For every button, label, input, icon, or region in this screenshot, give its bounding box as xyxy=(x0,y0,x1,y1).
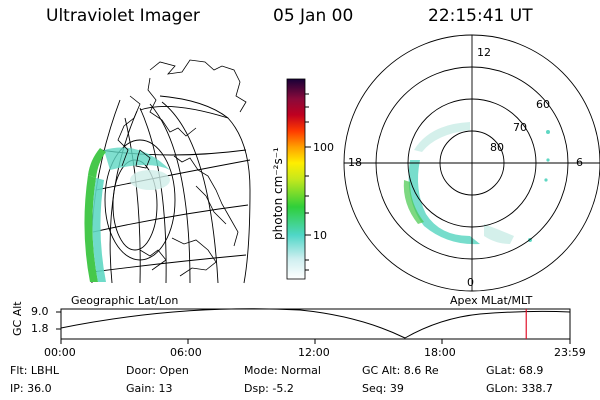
info-mode: Mode: Normal xyxy=(244,364,321,377)
apex-auroral-emission xyxy=(403,122,550,245)
globe-grid xyxy=(90,95,251,284)
mlt-label-18: 18 xyxy=(348,156,362,169)
timeline-x-tick-0000: 00:00 xyxy=(44,346,76,359)
info-dsp: Dsp: -5.2 xyxy=(244,382,294,395)
instrument-title: Ultraviolet Imager xyxy=(46,6,200,26)
colorbar-ticks xyxy=(305,93,311,271)
timeline-y-tick-9: 9.0 xyxy=(31,305,49,318)
mlat-label-70: 70 xyxy=(513,121,527,134)
apex-panel-label: Apex MLat/MLT xyxy=(450,294,533,307)
info-door: Door: Open xyxy=(126,364,189,377)
gc-altitude-curve xyxy=(60,308,571,339)
apex-polar-plot xyxy=(343,34,600,292)
coastlines xyxy=(117,59,247,277)
timeline-y-axis-label: GC Alt xyxy=(11,301,24,336)
info-glat: GLat: 68.9 xyxy=(486,364,544,377)
timeline-y-tick-1-8: 1.8 xyxy=(31,322,49,335)
time-label: 22:15:41 UT xyxy=(428,6,533,26)
timeline-x-tick-0600: 06:00 xyxy=(170,346,202,359)
info-filter: Flt: LBHL xyxy=(10,364,59,377)
colorbar xyxy=(286,78,306,280)
info-gc-alt: GC Alt: 8.6 Re xyxy=(362,364,439,377)
info-seq: Seq: 39 xyxy=(362,382,404,395)
date-label: 05 Jan 00 xyxy=(273,6,354,26)
info-glon: GLon: 338.7 xyxy=(486,382,553,395)
colorbar-tick-100: 100 xyxy=(313,141,334,154)
colorbar-unit-label: photon cm⁻²s⁻¹ xyxy=(271,147,285,240)
timeline-ticks xyxy=(56,311,571,344)
orbit-timeline xyxy=(56,308,571,344)
timeline-x-tick-1200: 12:00 xyxy=(298,346,330,359)
timeline-x-tick-1800: 18:00 xyxy=(424,346,456,359)
geographic-panel-label: Geographic Lat/Lon xyxy=(71,294,179,307)
globe-auroral-emission xyxy=(84,147,170,282)
colorbar-tick-10: 10 xyxy=(313,229,327,242)
mlt-label-0: 0 xyxy=(467,276,474,289)
timeline-x-tick-2359: 23:59 xyxy=(554,346,586,359)
info-ip: IP: 36.0 xyxy=(10,382,52,395)
mlt-label-12: 12 xyxy=(477,46,491,59)
info-gain: Gain: 13 xyxy=(126,382,173,395)
geographic-globe xyxy=(60,40,260,295)
mlat-label-60: 60 xyxy=(536,98,550,111)
mlt-label-6: 6 xyxy=(576,156,583,169)
mlat-label-80: 80 xyxy=(490,141,504,154)
